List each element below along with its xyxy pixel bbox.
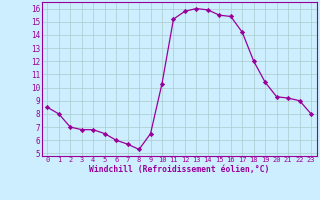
X-axis label: Windchill (Refroidissement éolien,°C): Windchill (Refroidissement éolien,°C) bbox=[89, 165, 269, 174]
